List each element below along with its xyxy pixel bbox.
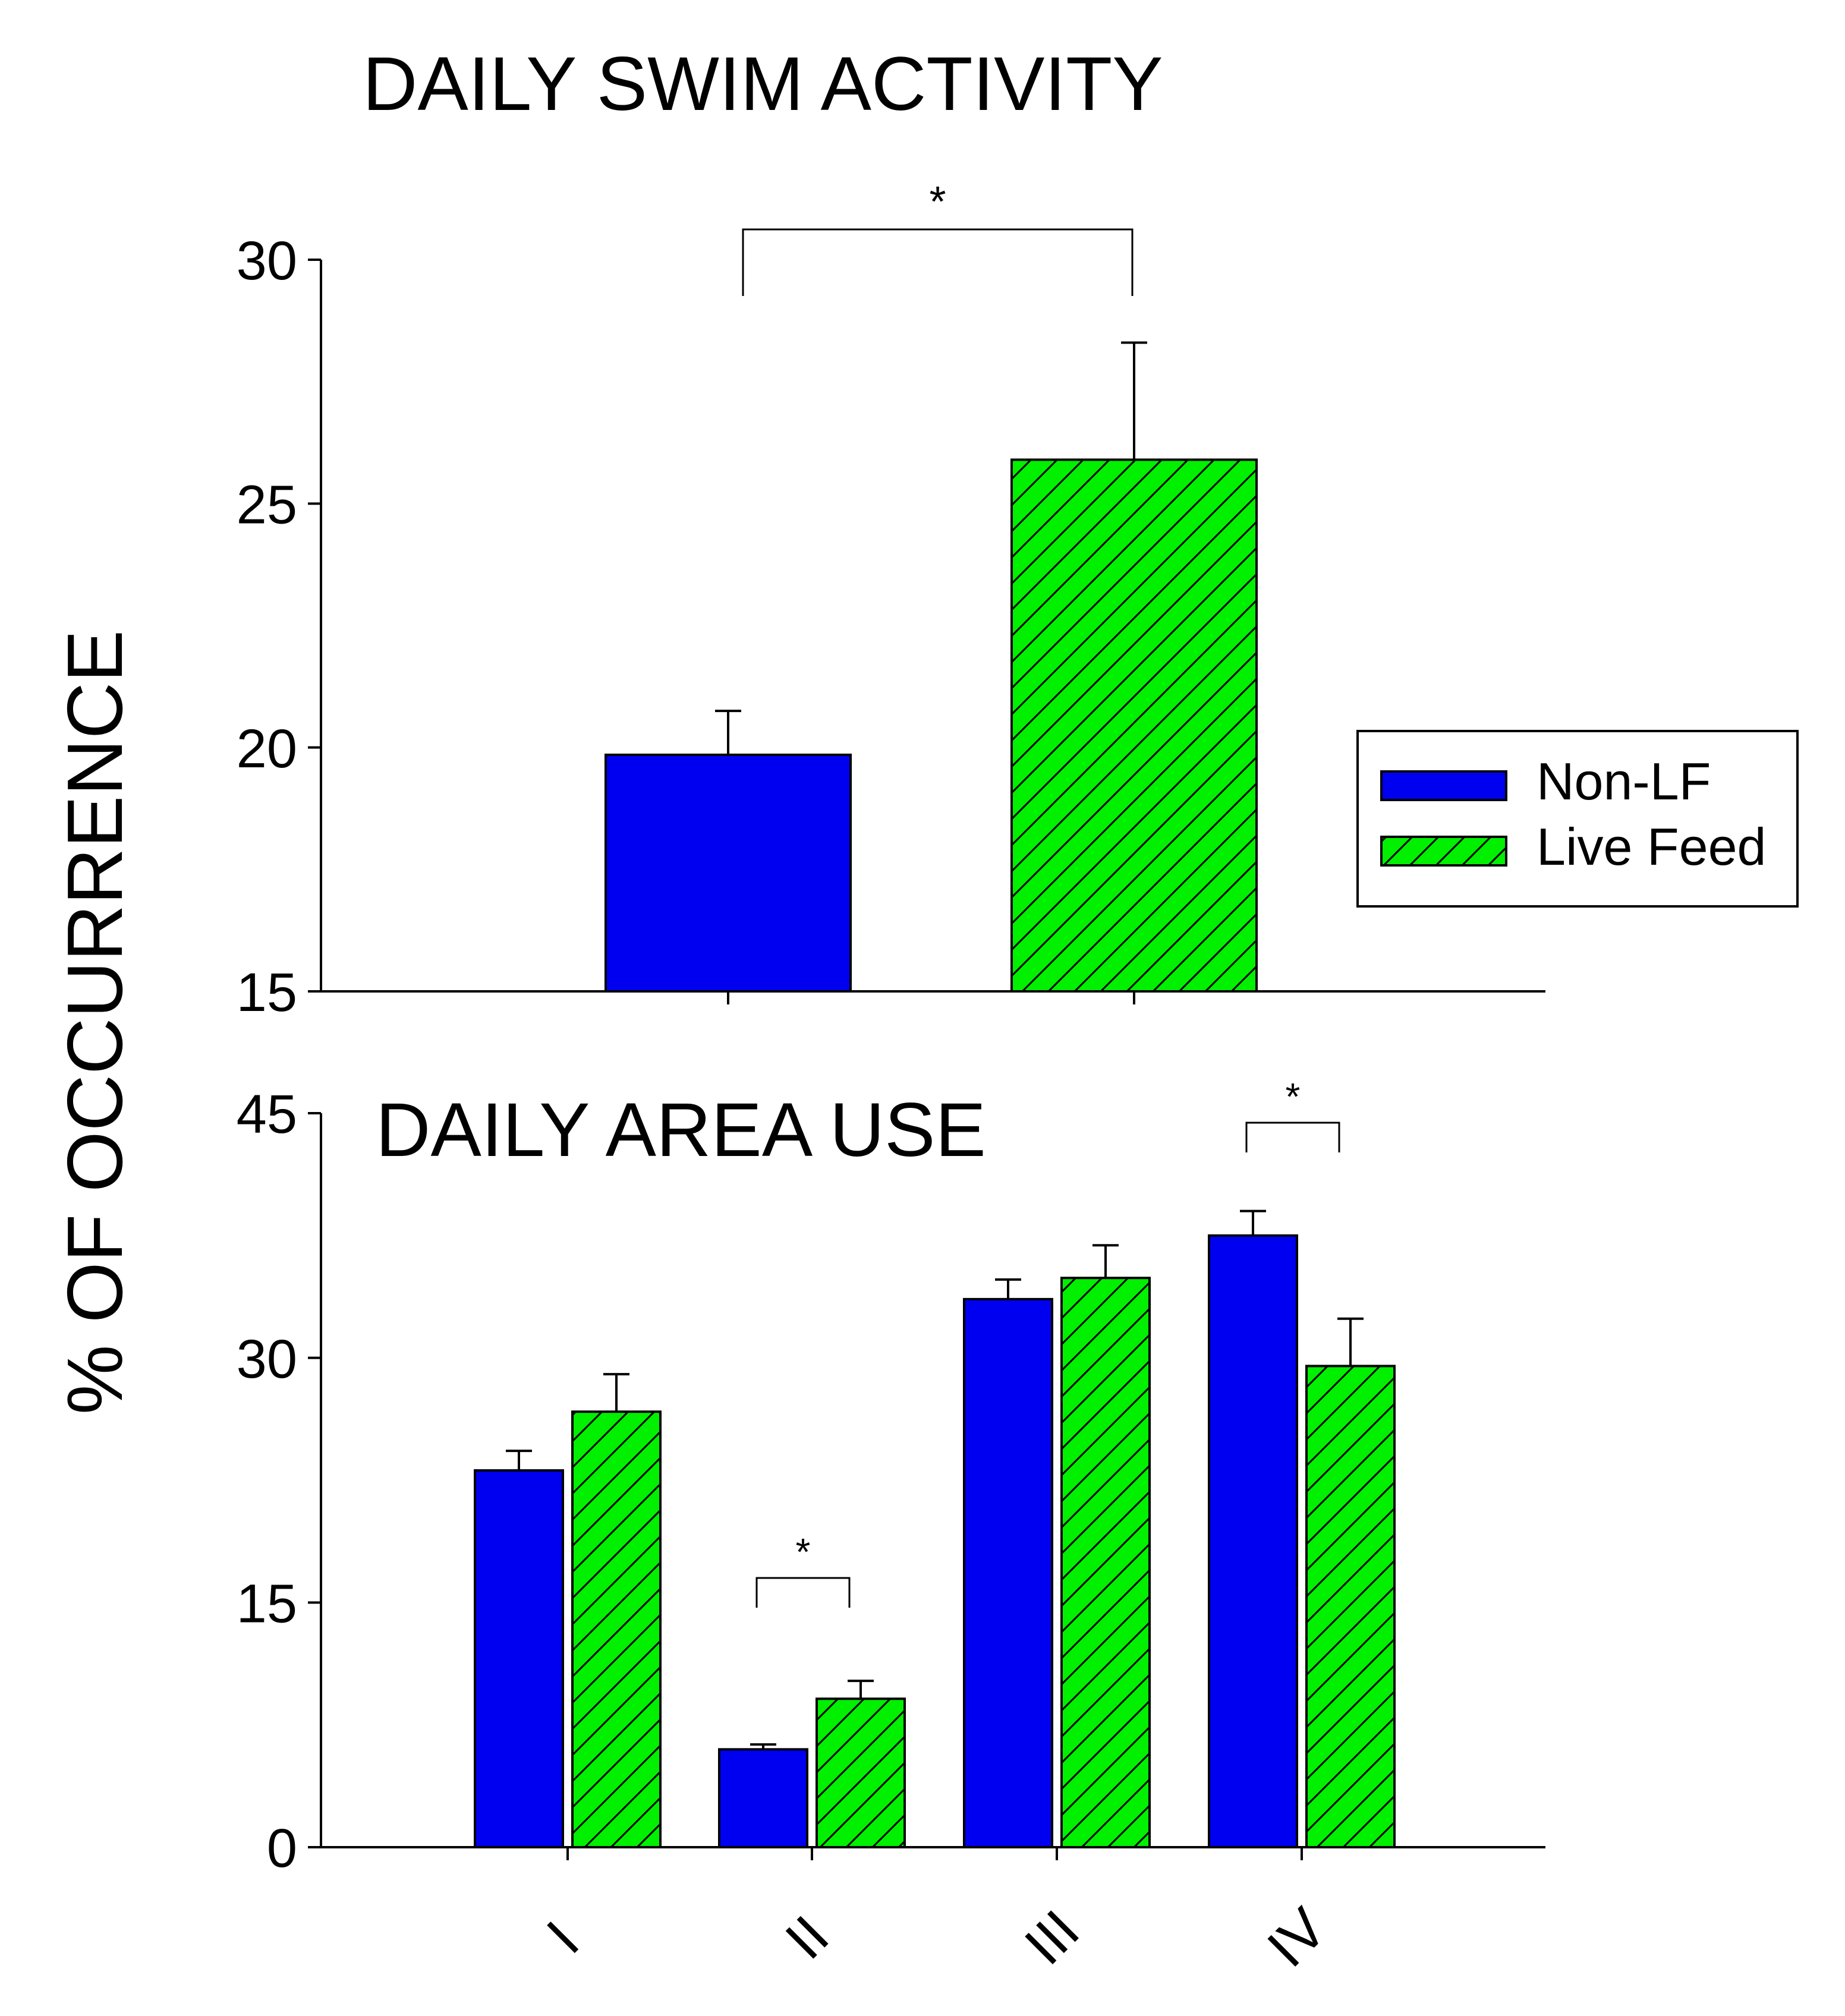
area-bars	[474, 1209, 1396, 1849]
swim-bar-live-feed	[1010, 458, 1258, 993]
area-x-ticks: I II III IV	[535, 1847, 1339, 1979]
area-bar-non-lf	[718, 1748, 808, 1848]
swim-x-ticks	[727, 991, 1135, 1004]
area-xtick-label: III	[1013, 1898, 1091, 1977]
area-chart-title: DAILY AREA USE	[376, 1088, 986, 1173]
swim-sig-asterisk: *	[929, 178, 946, 226]
swim-bar-non-lf	[604, 753, 852, 993]
y-axis-label: % OF OCCURRENCE	[51, 630, 138, 1415]
swim-activity-chart: DAILY SWIM ACTIVITY 15 20 25 30 *	[237, 42, 1545, 1023]
area-ytick-label: 0	[267, 1818, 297, 1879]
swim-chart-title: DAILY SWIM ACTIVITY	[363, 42, 1163, 127]
area-sig-IV-bracket	[1245, 1122, 1340, 1152]
swim-ytick-label: 15	[237, 962, 297, 1023]
swim-sig-bracket	[742, 228, 1134, 296]
area-xtick-label: IV	[1255, 1896, 1339, 1979]
legend-swatch-non-lf	[1380, 770, 1507, 801]
area-sig-II-asterisk: *	[796, 1530, 811, 1573]
swim-significance: *	[742, 178, 1134, 296]
legend-label-live-feed: Live Feed	[1537, 817, 1766, 876]
area-ytick-label: 30	[237, 1329, 297, 1390]
area-bar-non-lf	[1208, 1234, 1298, 1848]
legend-label-non-lf: Non-LF	[1537, 752, 1711, 811]
swim-ytick-label: 30	[237, 231, 297, 291]
area-bar-non-lf	[474, 1469, 564, 1849]
legend-swatch-live-feed	[1380, 836, 1507, 867]
swim-y-ticks: 15 20 25 30	[237, 231, 321, 1023]
legend-frame	[1356, 730, 1799, 908]
area-sig-II-bracket	[755, 1577, 851, 1608]
area-ytick-label: 15	[237, 1573, 297, 1634]
legend: Non-LF Live Feed	[1356, 730, 1799, 908]
area-bar-non-lf	[963, 1297, 1053, 1849]
swim-ytick-label: 20	[237, 719, 297, 779]
area-bar-live-feed	[816, 1697, 906, 1849]
area-ytick-label: 45	[237, 1084, 297, 1145]
area-xtick-label: II	[773, 1904, 840, 1971]
area-bar-live-feed	[1060, 1277, 1151, 1849]
swim-bars	[604, 341, 1258, 993]
area-sig-IV-asterisk: *	[1286, 1075, 1301, 1118]
area-bar-live-feed	[571, 1410, 662, 1849]
area-bar-live-feed	[1305, 1365, 1396, 1848]
area-y-ticks: 0 15 30 45	[237, 1084, 321, 1879]
area-xtick-label: I	[535, 1910, 591, 1966]
area-significance: **	[755, 1075, 1340, 1608]
swim-ytick-label: 25	[237, 474, 297, 535]
